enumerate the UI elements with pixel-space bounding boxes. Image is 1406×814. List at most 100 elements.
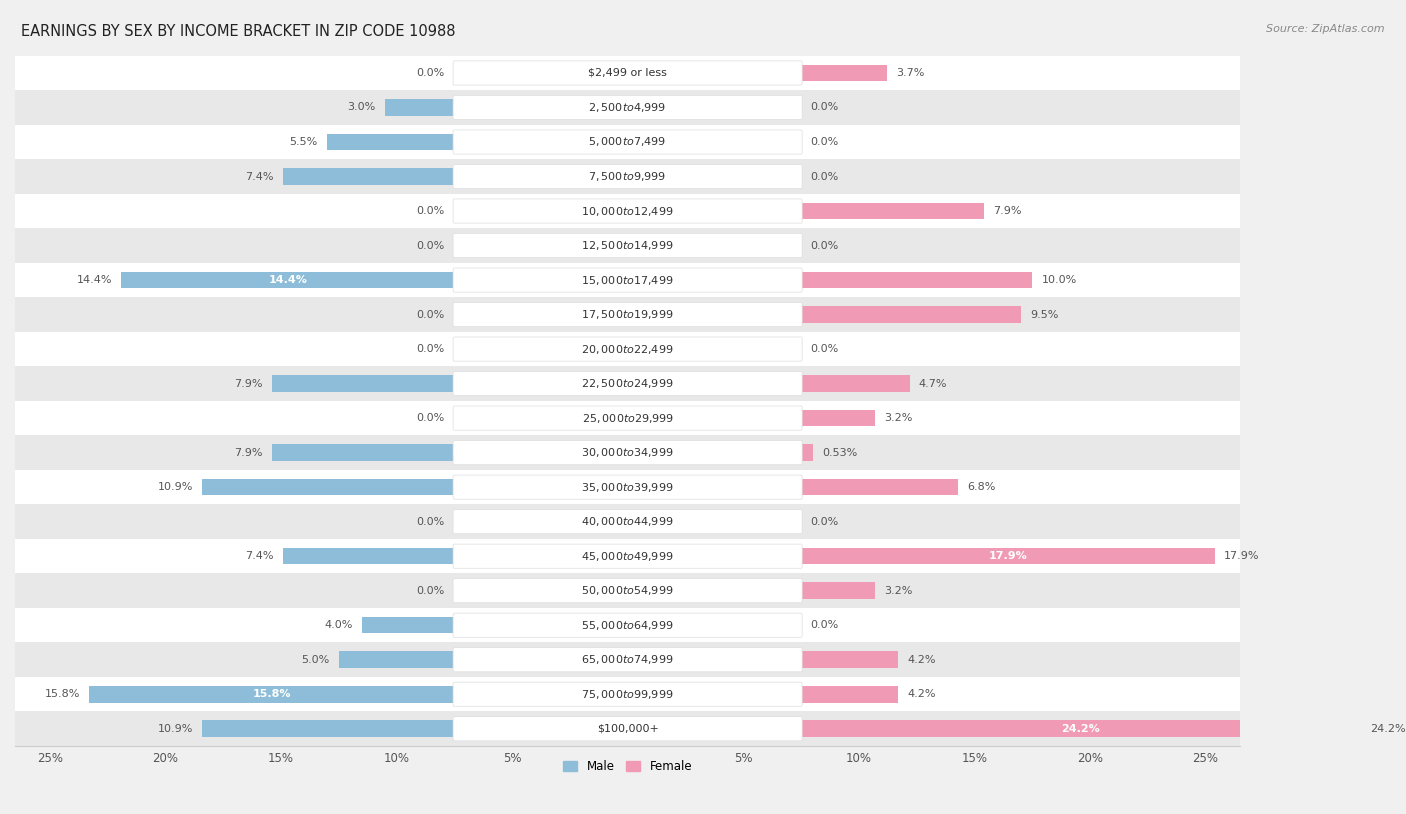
Bar <box>3 263 1251 297</box>
Bar <box>328 133 454 151</box>
Text: $100,000+: $100,000+ <box>596 724 658 733</box>
FancyBboxPatch shape <box>453 406 803 430</box>
FancyBboxPatch shape <box>453 268 803 292</box>
Text: 3.2%: 3.2% <box>884 414 912 423</box>
FancyBboxPatch shape <box>453 613 803 637</box>
Bar <box>3 297 1251 332</box>
Bar <box>3 228 1251 263</box>
Text: EARNINGS BY SEX BY INCOME BRACKET IN ZIP CODE 10988: EARNINGS BY SEX BY INCOME BRACKET IN ZIP… <box>21 24 456 39</box>
Text: $2,500 to $4,999: $2,500 to $4,999 <box>589 101 666 114</box>
Text: 3.7%: 3.7% <box>896 68 924 78</box>
FancyBboxPatch shape <box>453 716 803 741</box>
Text: 0.0%: 0.0% <box>810 620 838 630</box>
Text: 15.8%: 15.8% <box>45 689 80 699</box>
Text: 9.5%: 9.5% <box>1029 309 1059 320</box>
FancyBboxPatch shape <box>453 164 803 189</box>
Text: 5.0%: 5.0% <box>301 654 329 665</box>
Bar <box>202 479 454 496</box>
Bar <box>121 272 454 288</box>
Text: $30,000 to $34,999: $30,000 to $34,999 <box>581 446 673 459</box>
Text: $55,000 to $64,999: $55,000 to $64,999 <box>581 619 673 632</box>
Text: 17.9%: 17.9% <box>988 551 1028 561</box>
Bar <box>3 90 1251 125</box>
Text: 7.4%: 7.4% <box>246 551 274 561</box>
Bar <box>202 720 454 737</box>
FancyBboxPatch shape <box>453 337 803 361</box>
Text: 0.0%: 0.0% <box>416 206 444 216</box>
Bar <box>385 99 454 116</box>
Text: $12,500 to $14,999: $12,500 to $14,999 <box>581 239 673 252</box>
Bar <box>801 548 1215 564</box>
Text: 24.2%: 24.2% <box>1062 724 1099 733</box>
Text: 0.0%: 0.0% <box>416 586 444 596</box>
Text: 7.9%: 7.9% <box>233 379 263 388</box>
Text: 7.4%: 7.4% <box>246 172 274 182</box>
Text: 14.4%: 14.4% <box>269 275 308 285</box>
Bar <box>801 651 898 668</box>
Text: 10.9%: 10.9% <box>157 482 193 492</box>
Text: 17.9%: 17.9% <box>1225 551 1260 561</box>
Bar <box>3 573 1251 608</box>
Text: 3.0%: 3.0% <box>347 103 375 112</box>
FancyBboxPatch shape <box>453 130 803 154</box>
Text: 7.9%: 7.9% <box>993 206 1021 216</box>
Text: 0.0%: 0.0% <box>416 240 444 251</box>
Bar <box>801 306 1021 323</box>
Bar <box>3 435 1251 470</box>
FancyBboxPatch shape <box>453 648 803 672</box>
Text: $10,000 to $12,499: $10,000 to $12,499 <box>581 204 673 217</box>
FancyBboxPatch shape <box>453 95 803 120</box>
FancyBboxPatch shape <box>453 544 803 568</box>
Text: 4.0%: 4.0% <box>325 620 353 630</box>
Text: 7.9%: 7.9% <box>233 448 263 457</box>
FancyBboxPatch shape <box>453 579 803 603</box>
Bar <box>3 55 1251 90</box>
Bar <box>3 505 1251 539</box>
Bar <box>339 651 454 668</box>
Text: $2,499 or less: $2,499 or less <box>588 68 666 78</box>
Bar <box>89 686 454 702</box>
Bar <box>3 125 1251 160</box>
Text: 4.7%: 4.7% <box>920 379 948 388</box>
FancyBboxPatch shape <box>453 234 803 257</box>
Text: $45,000 to $49,999: $45,000 to $49,999 <box>581 549 673 562</box>
FancyBboxPatch shape <box>453 371 803 396</box>
Bar <box>801 409 875 427</box>
Text: 14.4%: 14.4% <box>76 275 112 285</box>
Text: 0.0%: 0.0% <box>416 414 444 423</box>
Text: $7,500 to $9,999: $7,500 to $9,999 <box>589 170 666 183</box>
FancyBboxPatch shape <box>453 475 803 499</box>
Bar <box>283 168 454 185</box>
Bar <box>3 642 1251 677</box>
Legend: Male, Female: Male, Female <box>558 755 697 778</box>
Text: $25,000 to $29,999: $25,000 to $29,999 <box>582 412 673 425</box>
Bar <box>801 272 1032 288</box>
Text: 10.0%: 10.0% <box>1042 275 1077 285</box>
Text: $75,000 to $99,999: $75,000 to $99,999 <box>581 688 673 701</box>
Bar <box>271 444 454 461</box>
Bar <box>801 375 910 392</box>
FancyBboxPatch shape <box>453 61 803 85</box>
Bar <box>3 194 1251 228</box>
Bar <box>3 711 1251 746</box>
Text: 0.0%: 0.0% <box>810 517 838 527</box>
Bar <box>801 479 959 496</box>
Bar <box>801 203 984 219</box>
Text: 0.0%: 0.0% <box>416 309 444 320</box>
Text: 0.0%: 0.0% <box>810 137 838 147</box>
Text: $50,000 to $54,999: $50,000 to $54,999 <box>581 584 673 597</box>
Text: 3.2%: 3.2% <box>884 586 912 596</box>
Bar <box>801 64 887 81</box>
Text: 10.9%: 10.9% <box>157 724 193 733</box>
Text: $5,000 to $7,499: $5,000 to $7,499 <box>589 135 666 148</box>
FancyBboxPatch shape <box>453 440 803 465</box>
Bar <box>283 548 454 564</box>
FancyBboxPatch shape <box>453 303 803 326</box>
FancyBboxPatch shape <box>453 510 803 534</box>
Bar <box>3 539 1251 573</box>
Text: 15.8%: 15.8% <box>252 689 291 699</box>
Text: 0.53%: 0.53% <box>823 448 858 457</box>
Bar <box>3 677 1251 711</box>
Text: $22,500 to $24,999: $22,500 to $24,999 <box>581 377 673 390</box>
Bar <box>3 160 1251 194</box>
